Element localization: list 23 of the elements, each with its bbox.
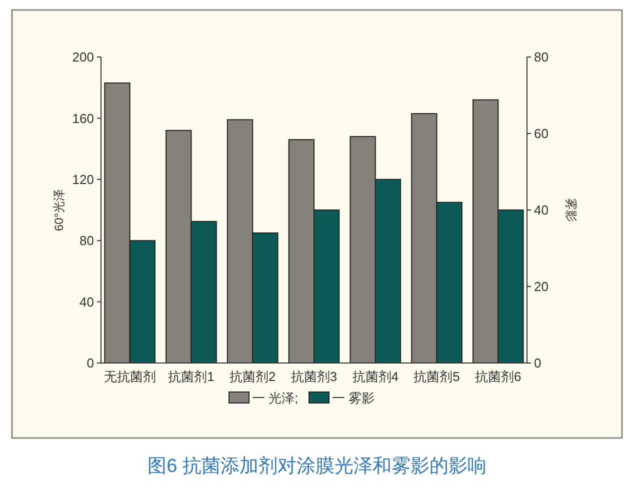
y-tick-label: 0 <box>86 356 94 371</box>
y2-tick-label: 0 <box>534 356 542 371</box>
y2-tick-label: 80 <box>534 50 548 65</box>
x-tick-label: 无抗菌剂 <box>104 369 156 384</box>
y-tick-label: 40 <box>80 294 94 310</box>
x-tick-label: 抗菌剂6 <box>475 369 522 384</box>
y-tick-label: 200 <box>72 50 94 65</box>
y2-tick-label: 20 <box>534 279 548 294</box>
y-tick-label: 80 <box>80 233 94 248</box>
y-axis-title: 60°光泽 <box>52 188 66 232</box>
x-tick-label: 抗菌剂3 <box>290 369 338 384</box>
x-tick-label: 抗菌剂1 <box>168 369 214 384</box>
y-tick-label: 160 <box>72 110 94 126</box>
legend-label: 一 雾影 <box>332 390 375 406</box>
y2-tick-label: 40 <box>534 202 548 218</box>
x-tick-label: 抗菌剂4 <box>352 369 398 384</box>
x-tick-label: 抗菌剂5 <box>414 369 460 384</box>
x-tick-label: 抗菌剂2 <box>230 369 276 384</box>
text: 图6 抗菌添加剂对涂膜光泽和雾影的影响 <box>148 455 486 477</box>
y-tick-label: 120 <box>72 172 94 187</box>
legend-label: 一 光泽; <box>252 390 298 406</box>
y2-axis-title: 雾影 <box>564 198 578 222</box>
y2-tick-label: 60 <box>534 126 548 142</box>
